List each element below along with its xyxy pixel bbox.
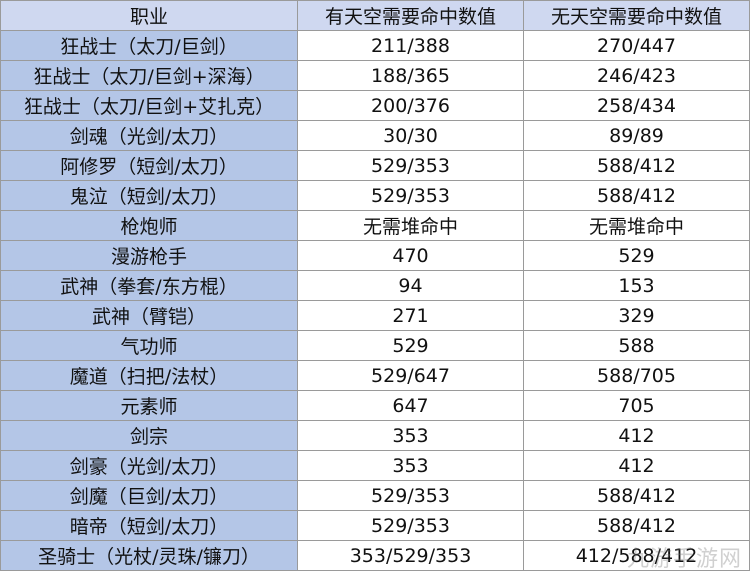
job-cell: 武神（拳套/东方棍）: [0, 270, 298, 301]
without-sky-cell: 588/412: [523, 180, 750, 211]
job-cell: 鬼泣（短剑/太刀）: [0, 180, 298, 211]
with-sky-cell: 无需堆命中: [297, 210, 524, 241]
table-row: 圣骑士（光杖/灵珠/镰刀） 353/529/353 412/588/412: [0, 540, 750, 571]
without-sky-cell: 412: [523, 450, 750, 481]
with-sky-cell: 353/529/353: [297, 540, 524, 571]
job-cell: 圣骑士（光杖/灵珠/镰刀）: [0, 540, 298, 571]
with-sky-cell: 30/30: [297, 120, 524, 151]
with-sky-cell: 211/388: [297, 30, 524, 61]
with-sky-cell: 271: [297, 300, 524, 331]
with-sky-cell: 200/376: [297, 90, 524, 121]
job-cell: 阿修罗（短剑/太刀）: [0, 150, 298, 181]
without-sky-cell: 246/423: [523, 60, 750, 91]
table-row: 元素师 647 705: [0, 390, 750, 421]
table-row: 枪炮师 无需堆命中 无需堆命中: [0, 210, 750, 241]
with-sky-cell: 529/647: [297, 360, 524, 391]
with-sky-cell: 188/365: [297, 60, 524, 91]
without-sky-cell: 153: [523, 270, 750, 301]
table-row: 剑宗 353 412: [0, 420, 750, 451]
table-row: 漫游枪手 470 529: [0, 240, 750, 271]
without-sky-cell: 258/434: [523, 90, 750, 121]
table-row: 暗帝（短剑/太刀） 529/353 588/412: [0, 510, 750, 541]
table-row: 气功师 529 588: [0, 330, 750, 361]
without-sky-cell: 无需堆命中: [523, 210, 750, 241]
job-cell: 暗帝（短剑/太刀）: [0, 510, 298, 541]
with-sky-cell: 353: [297, 450, 524, 481]
without-sky-cell: 89/89: [523, 120, 750, 151]
header-job: 职业: [0, 0, 298, 31]
table-body: 狂战士（太刀/巨剑） 211/388 270/447 狂战士（太刀/巨剑+深海） 188…: [0, 30, 750, 571]
job-cell: 气功师: [0, 330, 298, 361]
without-sky-cell: 270/447: [523, 30, 750, 61]
table-row: 剑豪（光剑/太刀） 353 412: [0, 450, 750, 481]
header-without-sky: 无天空需要命中数值: [523, 0, 750, 31]
job-cell: 剑宗: [0, 420, 298, 451]
with-sky-cell: 529/353: [297, 480, 524, 511]
with-sky-cell: 529/353: [297, 180, 524, 211]
without-sky-cell: 529: [523, 240, 750, 271]
job-cell: 枪炮师: [0, 210, 298, 241]
without-sky-cell: 588/705: [523, 360, 750, 391]
job-cell: 狂战士（太刀/巨剑+艾扎克）: [0, 90, 298, 121]
table-row: 武神（臂铠） 271 329: [0, 300, 750, 331]
without-sky-cell: 588/412: [523, 150, 750, 181]
table-row: 狂战士（太刀/巨剑+深海） 188/365 246/423: [0, 60, 750, 91]
table-row: 魔道（扫把/法杖） 529/647 588/705: [0, 360, 750, 391]
with-sky-cell: 529/353: [297, 150, 524, 181]
without-sky-cell: 705: [523, 390, 750, 421]
with-sky-cell: 353: [297, 420, 524, 451]
job-cell: 武神（臂铠）: [0, 300, 298, 331]
job-cell: 狂战士（太刀/巨剑+深海）: [0, 60, 298, 91]
with-sky-cell: 647: [297, 390, 524, 421]
without-sky-cell: 588: [523, 330, 750, 361]
table-row: 鬼泣（短剑/太刀） 529/353 588/412: [0, 180, 750, 211]
job-cell: 狂战士（太刀/巨剑）: [0, 30, 298, 61]
table-row: 狂战士（太刀/巨剑+艾扎克） 200/376 258/434: [0, 90, 750, 121]
job-cell: 剑豪（光剑/太刀）: [0, 450, 298, 481]
with-sky-cell: 529/353: [297, 510, 524, 541]
header-with-sky: 有天空需要命中数值: [297, 0, 524, 31]
without-sky-cell: 588/412: [523, 510, 750, 541]
without-sky-cell: 412/588/412: [523, 540, 750, 571]
without-sky-cell: 588/412: [523, 480, 750, 511]
table-row: 阿修罗（短剑/太刀） 529/353 588/412: [0, 150, 750, 181]
with-sky-cell: 470: [297, 240, 524, 271]
job-cell: 剑魔（巨剑/太刀）: [0, 480, 298, 511]
with-sky-cell: 529: [297, 330, 524, 361]
table-row: 狂战士（太刀/巨剑） 211/388 270/447: [0, 30, 750, 61]
job-cell: 魔道（扫把/法杖）: [0, 360, 298, 391]
without-sky-cell: 412: [523, 420, 750, 451]
header-row: 职业 有天空需要命中数值 无天空需要命中数值: [0, 0, 750, 31]
job-cell: 元素师: [0, 390, 298, 421]
job-cell: 漫游枪手: [0, 240, 298, 271]
with-sky-cell: 94: [297, 270, 524, 301]
job-cell: 剑魂（光剑/太刀）: [0, 120, 298, 151]
table-row: 剑魔（巨剑/太刀） 529/353 588/412: [0, 480, 750, 511]
table-row: 武神（拳套/东方棍） 94 153: [0, 270, 750, 301]
table-row: 剑魂（光剑/太刀） 30/30 89/89: [0, 120, 750, 151]
without-sky-cell: 329: [523, 300, 750, 331]
